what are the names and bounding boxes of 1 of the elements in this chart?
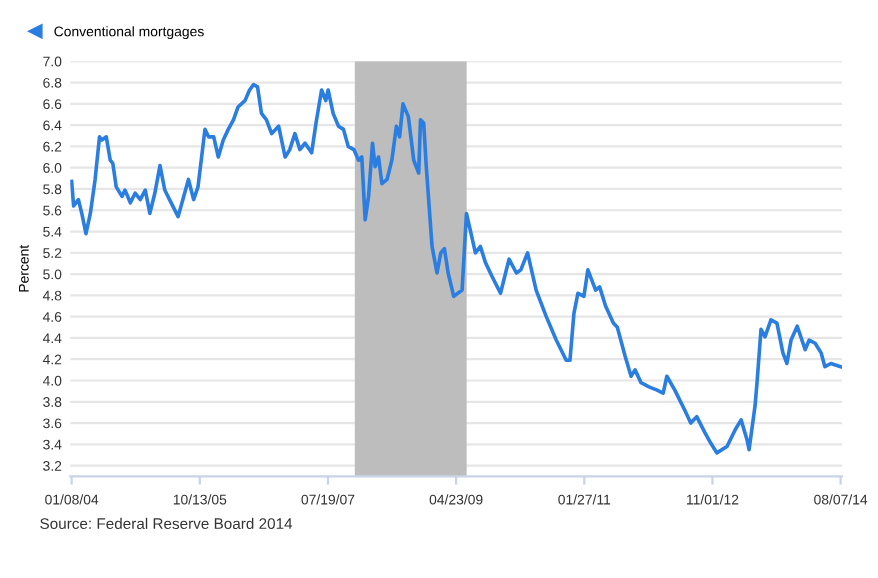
line-series <box>70 82 842 455</box>
